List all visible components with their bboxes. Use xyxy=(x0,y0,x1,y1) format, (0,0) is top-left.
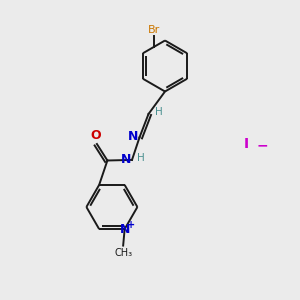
Text: H: H xyxy=(136,153,144,164)
Text: −: − xyxy=(256,139,268,152)
Text: O: O xyxy=(90,129,101,142)
Text: N: N xyxy=(121,153,131,166)
Text: I: I xyxy=(243,137,249,151)
Text: N: N xyxy=(128,130,139,143)
Text: Br: Br xyxy=(148,25,160,35)
Text: H: H xyxy=(155,106,163,117)
Text: +: + xyxy=(127,220,135,230)
Text: N: N xyxy=(120,223,130,236)
Text: CH₃: CH₃ xyxy=(114,248,132,258)
